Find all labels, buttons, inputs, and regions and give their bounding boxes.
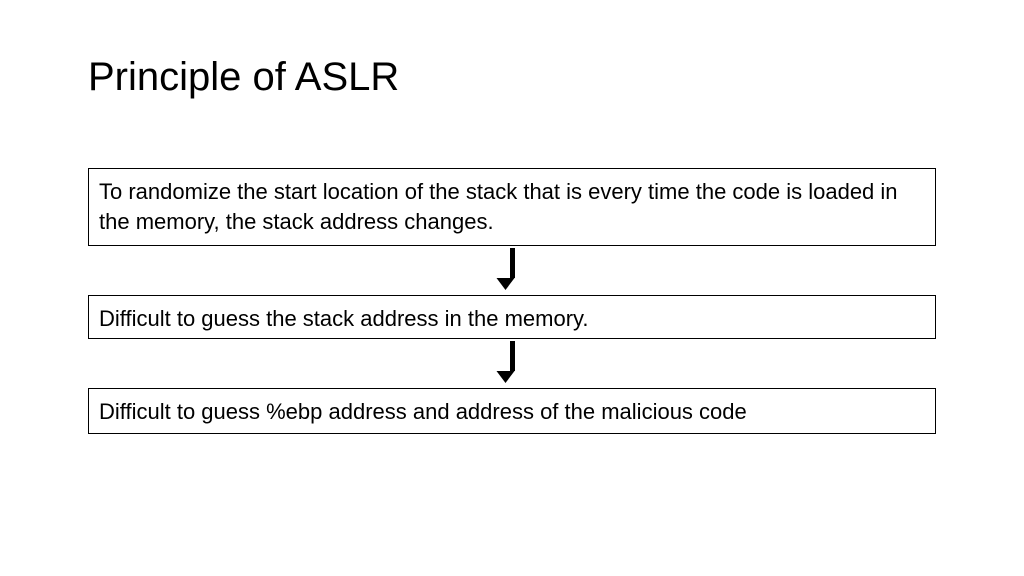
flow-box-1-text: To randomize the start location of the s…: [99, 177, 925, 236]
arrow-shaft: [510, 248, 515, 278]
flow-box-3-text: Difficult to guess %ebp address and addr…: [99, 397, 747, 427]
flow-box-1: To randomize the start location of the s…: [88, 168, 936, 246]
flow-box-3: Difficult to guess %ebp address and addr…: [88, 388, 936, 434]
flow-box-2-text: Difficult to guess the stack address in …: [99, 304, 589, 334]
slide-title: Principle of ASLR: [88, 55, 399, 100]
arrow-down-icon: [503, 248, 521, 290]
arrow-shaft: [510, 341, 515, 371]
arrow-head: [497, 371, 515, 383]
flow-box-2: Difficult to guess the stack address in …: [88, 295, 936, 339]
arrow-down-icon: [503, 341, 521, 383]
arrow-head: [497, 278, 515, 290]
